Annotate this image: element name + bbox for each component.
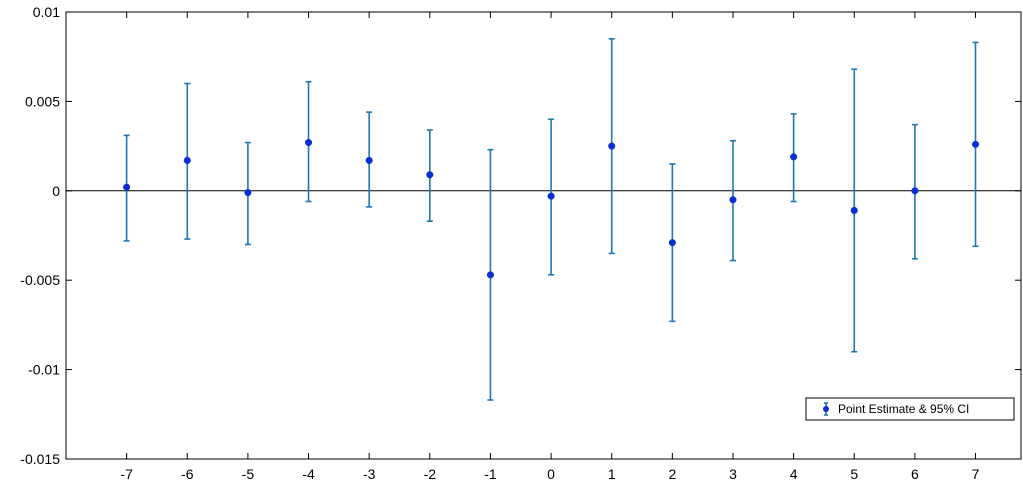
legend-label: Point Estimate & 95% CI (838, 402, 969, 416)
point-estimate-marker (183, 156, 191, 164)
point-estimate-marker (365, 156, 373, 164)
x-tick-label: -5 (242, 466, 255, 482)
legend-marker-icon (823, 406, 829, 412)
x-tick-label: -4 (302, 466, 315, 482)
x-tick-label: -2 (424, 466, 437, 482)
point-estimate-marker (244, 189, 252, 197)
x-tick-label: 7 (972, 466, 980, 482)
legend: Point Estimate & 95% CI (805, 397, 1015, 421)
x-tick-label: 3 (729, 466, 737, 482)
point-estimate-marker (123, 183, 131, 191)
x-tick-label: 5 (850, 466, 858, 482)
x-tick-label: 1 (608, 466, 616, 482)
point-estimate-marker (304, 138, 313, 147)
x-tick-label: -3 (363, 466, 376, 482)
point-estimate-marker (486, 271, 494, 279)
x-tick-label: -1 (484, 466, 497, 482)
point-estimate-marker (911, 187, 919, 195)
point-estimate-marker (668, 239, 676, 247)
point-estimate-marker (608, 142, 616, 150)
point-estimate-marker (850, 206, 858, 215)
plot-frame (65, 11, 1022, 460)
point-estimate-marker (971, 140, 980, 148)
point-estimate-marker (790, 153, 798, 161)
x-tick-label: -6 (181, 466, 194, 482)
legend-box (805, 397, 1015, 421)
series-point-estimates (123, 38, 980, 401)
y-tick-label: -0.015 (20, 451, 60, 467)
y-tick-label: 0.005 (25, 93, 60, 109)
x-tick-label: 2 (668, 466, 676, 482)
y-tick-label: -0.005 (20, 272, 60, 288)
y-tick-label: 0 (52, 183, 60, 199)
x-tick-label: 6 (911, 466, 919, 482)
x-tick-label: 4 (790, 466, 798, 482)
y-tick-label: 0.01 (33, 4, 60, 20)
x-tick-label: 0 (547, 466, 555, 482)
point-estimate-marker (426, 171, 434, 179)
x-tick-label: -7 (120, 466, 133, 482)
y-axis-ticks: 0.01 0.005 0 -0.005 -0.01 -0.015 (20, 4, 1021, 467)
point-estimate-marker (729, 196, 737, 204)
x-axis-ticks: -7 -6 -5 -4 -3 -2 -1 0 1 2 3 4 5 6 7 (120, 12, 980, 482)
y-tick-label: -0.01 (28, 362, 60, 378)
point-estimate-marker (547, 192, 555, 200)
